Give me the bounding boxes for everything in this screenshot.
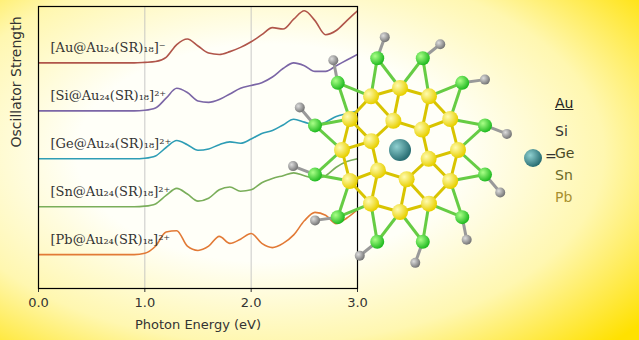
svg-text:Photon Energy (eV): Photon Energy (eV) bbox=[135, 317, 261, 332]
svg-text:3.0: 3.0 bbox=[347, 295, 368, 310]
html-text:Ge: Ge bbox=[555, 145, 575, 161]
html-text:Sn: Sn bbox=[555, 167, 573, 183]
html-text:Au: Au bbox=[555, 95, 574, 111]
html-text:Si: Si bbox=[555, 123, 568, 139]
html-text:Pb: Pb bbox=[555, 189, 573, 205]
svg-text:[Pb@Au₂₄(SR)₁₈]²⁺: [Pb@Au₂₄(SR)₁₈]²⁺ bbox=[51, 232, 171, 247]
svg-text:1.0: 1.0 bbox=[134, 295, 155, 310]
svg-text:2.0: 2.0 bbox=[241, 295, 262, 310]
svg-text:[Si@Au₂₄(SR)₁₈]²⁺: [Si@Au₂₄(SR)₁₈]²⁺ bbox=[51, 88, 167, 103]
svg-text:[Ge@Au₂₄(SR)₁₈]²⁺: [Ge@Au₂₄(SR)₁₈]²⁺ bbox=[51, 136, 172, 151]
svg-text:0.0: 0.0 bbox=[28, 295, 49, 310]
svg-text:Oscillator Strength: Oscillator Strength bbox=[8, 16, 24, 147]
svg-text:[Au@Au₂₄(SR)₁₈]⁻: [Au@Au₂₄(SR)₁₈]⁻ bbox=[51, 40, 166, 55]
svg-text:[Sn@Au₂₄(SR)₁₈]²⁺: [Sn@Au₂₄(SR)₁₈]²⁺ bbox=[51, 184, 171, 199]
